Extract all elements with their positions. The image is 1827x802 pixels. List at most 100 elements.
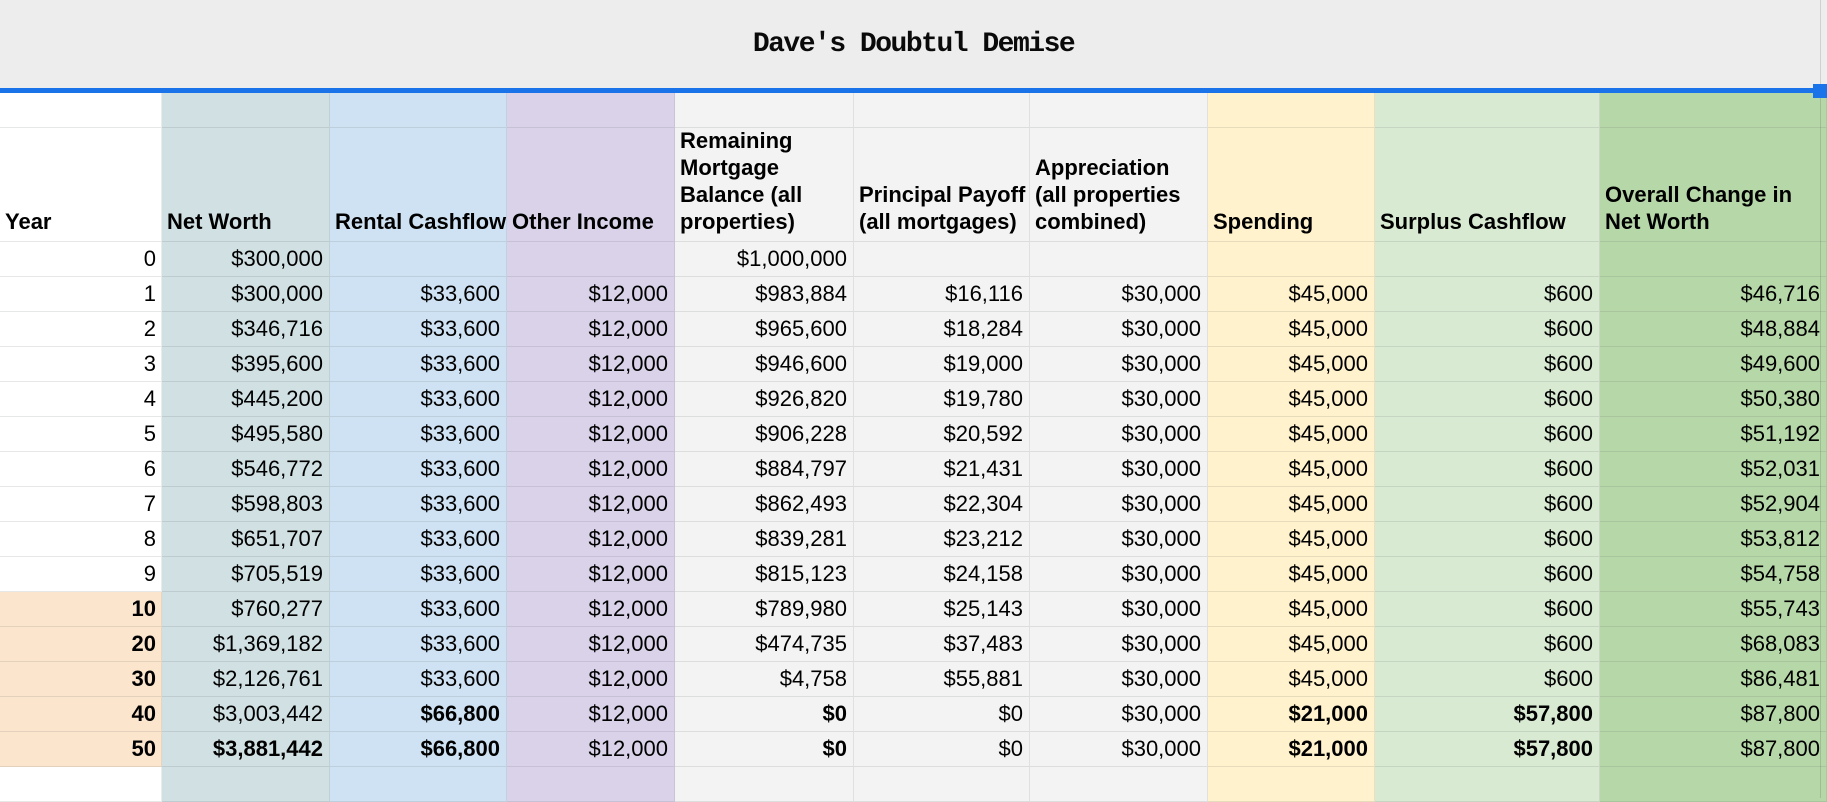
principal_payoff-cell[interactable]: $25,143	[854, 592, 1030, 627]
overall_change-cell[interactable]: $54,758	[1600, 557, 1827, 592]
mortgage_balance-cell[interactable]: $789,980	[675, 592, 854, 627]
appreciation-cell[interactable]: $30,000	[1030, 347, 1208, 382]
spending-cell[interactable]	[1208, 242, 1375, 277]
overall_change-cell[interactable]: $87,800	[1600, 697, 1827, 732]
rental_cashflow-cell[interactable]: $33,600	[330, 487, 507, 522]
appreciation-empty-cell[interactable]	[1030, 767, 1208, 802]
overall_change-cell[interactable]: $55,743	[1600, 592, 1827, 627]
mortgage_balance-cell[interactable]: $839,281	[675, 522, 854, 557]
appreciation-spacer-cell[interactable]	[1030, 93, 1208, 128]
principal_payoff-cell[interactable]: $24,158	[854, 557, 1030, 592]
principal_payoff-cell[interactable]: $0	[854, 697, 1030, 732]
appreciation-cell[interactable]: $30,000	[1030, 382, 1208, 417]
mortgage_balance-spacer-cell[interactable]	[675, 93, 854, 128]
principal_payoff-cell[interactable]: $55,881	[854, 662, 1030, 697]
principal_payoff-cell[interactable]: $18,284	[854, 312, 1030, 347]
surplus_cashflow-cell[interactable]: $600	[1375, 557, 1600, 592]
net_worth-cell[interactable]: $760,277	[162, 592, 330, 627]
rental_cashflow-cell[interactable]: $33,600	[330, 277, 507, 312]
rental_cashflow-cell[interactable]: $33,600	[330, 347, 507, 382]
overall_change-cell[interactable]: $46,716	[1600, 277, 1827, 312]
other_income-spacer-cell[interactable]	[507, 93, 675, 128]
net_worth-cell[interactable]: $598,803	[162, 487, 330, 522]
overall_change-empty-cell[interactable]	[1600, 767, 1827, 802]
surplus_cashflow-cell[interactable]: $600	[1375, 277, 1600, 312]
principal_payoff-cell[interactable]: $19,000	[854, 347, 1030, 382]
surplus_cashflow-cell[interactable]: $600	[1375, 522, 1600, 557]
net_worth-cell[interactable]: $1,369,182	[162, 627, 330, 662]
mortgage_balance-cell[interactable]: $4,758	[675, 662, 854, 697]
surplus_cashflow-cell[interactable]: $600	[1375, 312, 1600, 347]
spending-cell[interactable]: $45,000	[1208, 347, 1375, 382]
spending-cell[interactable]: $21,000	[1208, 697, 1375, 732]
spending-cell[interactable]: $45,000	[1208, 312, 1375, 347]
other_income-cell[interactable]: $12,000	[507, 347, 675, 382]
overall_change-cell[interactable]: $49,600	[1600, 347, 1827, 382]
overall_change-cell[interactable]: $52,904	[1600, 487, 1827, 522]
other_income-cell[interactable]: $12,000	[507, 522, 675, 557]
surplus_cashflow-cell[interactable]: $600	[1375, 487, 1600, 522]
spending-cell[interactable]: $45,000	[1208, 382, 1375, 417]
rental_cashflow-cell[interactable]: $66,800	[330, 732, 507, 767]
year-cell[interactable]: 6	[0, 452, 162, 487]
rental_cashflow-cell[interactable]: $33,600	[330, 522, 507, 557]
surplus_cashflow-cell[interactable]: $600	[1375, 417, 1600, 452]
title-cell[interactable]: Dave's Doubtul Demise	[0, 0, 1827, 88]
mortgage_balance-cell[interactable]: $815,123	[675, 557, 854, 592]
mortgage_balance-cell[interactable]: $983,884	[675, 277, 854, 312]
appreciation-cell[interactable]: $30,000	[1030, 452, 1208, 487]
year-spacer-cell[interactable]	[0, 93, 162, 128]
other_income-cell[interactable]: $12,000	[507, 277, 675, 312]
appreciation-cell[interactable]: $30,000	[1030, 417, 1208, 452]
column-header-overall_change[interactable]: Overall Change in Net Worth	[1600, 128, 1827, 242]
overall_change-cell[interactable]: $51,192	[1600, 417, 1827, 452]
principal_payoff-cell[interactable]: $0	[854, 732, 1030, 767]
net_worth-cell[interactable]: $2,126,761	[162, 662, 330, 697]
fill-handle-icon[interactable]	[1813, 84, 1827, 98]
year-cell[interactable]: 3	[0, 347, 162, 382]
overall_change-cell[interactable]: $68,083	[1600, 627, 1827, 662]
column-header-mortgage_balance[interactable]: Remaining Mortgage Balance (all properti…	[675, 128, 854, 242]
principal_payoff-cell[interactable]: $21,431	[854, 452, 1030, 487]
spending-cell[interactable]: $45,000	[1208, 487, 1375, 522]
appreciation-cell[interactable]: $30,000	[1030, 277, 1208, 312]
net_worth-empty-cell[interactable]	[162, 767, 330, 802]
mortgage_balance-cell[interactable]: $0	[675, 732, 854, 767]
appreciation-cell[interactable]: $30,000	[1030, 312, 1208, 347]
net_worth-cell[interactable]: $3,881,442	[162, 732, 330, 767]
year-cell[interactable]: 2	[0, 312, 162, 347]
rental_cashflow-cell[interactable]: $33,600	[330, 382, 507, 417]
year-cell[interactable]: 20	[0, 627, 162, 662]
column-header-net_worth[interactable]: Net Worth	[162, 128, 330, 242]
overall_change-cell[interactable]: $86,481	[1600, 662, 1827, 697]
surplus_cashflow-cell[interactable]: $600	[1375, 347, 1600, 382]
column-header-year[interactable]: Year	[0, 128, 162, 242]
other_income-cell[interactable]: $12,000	[507, 382, 675, 417]
spending-cell[interactable]: $45,000	[1208, 557, 1375, 592]
net_worth-cell[interactable]: $651,707	[162, 522, 330, 557]
net_worth-cell[interactable]: $395,600	[162, 347, 330, 382]
other_income-empty-cell[interactable]	[507, 767, 675, 802]
appreciation-cell[interactable]: $30,000	[1030, 487, 1208, 522]
rental_cashflow-cell[interactable]: $33,600	[330, 557, 507, 592]
rental_cashflow-empty-cell[interactable]	[330, 767, 507, 802]
spending-spacer-cell[interactable]	[1208, 93, 1375, 128]
spending-cell[interactable]: $45,000	[1208, 417, 1375, 452]
year-empty-cell[interactable]	[0, 767, 162, 802]
net_worth-cell[interactable]: $445,200	[162, 382, 330, 417]
appreciation-cell[interactable]	[1030, 242, 1208, 277]
net_worth-cell[interactable]: $300,000	[162, 242, 330, 277]
net_worth-cell[interactable]: $3,003,442	[162, 697, 330, 732]
principal_payoff-cell[interactable]: $19,780	[854, 382, 1030, 417]
spending-cell[interactable]: $21,000	[1208, 732, 1375, 767]
overall_change-cell[interactable]: $87,800	[1600, 732, 1827, 767]
other_income-cell[interactable]: $12,000	[507, 662, 675, 697]
surplus_cashflow-spacer-cell[interactable]	[1375, 93, 1600, 128]
surplus_cashflow-empty-cell[interactable]	[1375, 767, 1600, 802]
other_income-cell[interactable]: $12,000	[507, 487, 675, 522]
other_income-cell[interactable]: $12,000	[507, 452, 675, 487]
spending-cell[interactable]: $45,000	[1208, 522, 1375, 557]
spending-empty-cell[interactable]	[1208, 767, 1375, 802]
rental_cashflow-cell[interactable]: $33,600	[330, 417, 507, 452]
year-cell[interactable]: 10	[0, 592, 162, 627]
